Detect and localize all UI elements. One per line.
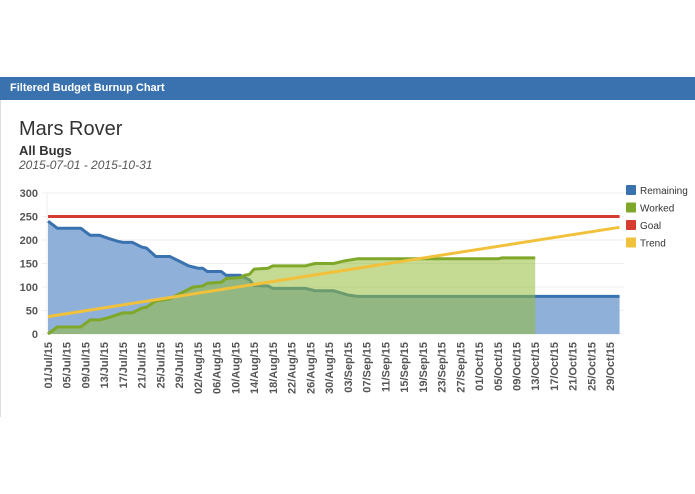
legend-swatch-worked	[626, 202, 636, 213]
chart-subtitle: All Bugs	[19, 143, 72, 158]
legend-label-trend: Trend	[640, 239, 666, 250]
x-tick-label: 15/Sep/15	[399, 342, 411, 393]
x-tick-label: 05/Oct/15	[493, 342, 505, 391]
x-tick-label: 11/Sep/15	[380, 342, 392, 392]
x-tick-label: 17/Jul/15	[118, 342, 130, 388]
x-tick-label: 03/Sep/15	[343, 342, 355, 393]
x-tick-label: 14/Aug/15	[249, 342, 261, 394]
x-tick-label: 10/Aug/15	[230, 342, 242, 394]
x-tick-label: 22/Aug/15	[287, 342, 299, 394]
y-tick-label: 0	[32, 329, 38, 341]
x-tick-label: 05/Jul/15	[62, 342, 74, 388]
x-tick-label: 13/Oct/15	[530, 342, 542, 391]
x-tick-label: 25/Jul/15	[155, 342, 167, 388]
legend-label-remaining: Remaining	[640, 186, 688, 197]
x-tick-label: 27/Sep/15	[455, 342, 467, 393]
worked-line	[47, 256, 536, 336]
x-tick-label: 09/Jul/15	[80, 342, 92, 388]
y-tick-label: 100	[20, 282, 38, 294]
x-tick-label: 26/Aug/15	[305, 342, 317, 394]
y-tick-label: 150	[20, 259, 38, 271]
y-tick-label: 200	[20, 235, 38, 247]
x-tick-label: 06/Aug/15	[212, 342, 224, 394]
x-tick-label: 25/Oct/15	[586, 342, 598, 391]
x-tick-label: 17/Oct/15	[549, 342, 561, 391]
x-tick-label: 07/Sep/15	[362, 342, 374, 393]
chart-title: Mars Rover	[19, 118, 123, 140]
date-range: 2015-07-01 - 2015-10-31	[19, 158, 153, 172]
legend-swatch-remaining	[626, 185, 636, 195]
worked-area	[48, 257, 536, 334]
chart-panel	[0, 77, 695, 417]
legend-label-worked: Worked	[640, 204, 674, 215]
x-tick-label: 19/Sep/15	[418, 342, 430, 393]
legend-label-goal: Goal	[640, 221, 661, 232]
x-tick-label: 21/Jul/15	[137, 342, 149, 388]
y-tick-label: 250	[20, 212, 38, 224]
x-tick-label: 30/Aug/15	[324, 342, 336, 394]
x-tick-label: 09/Oct/15	[512, 342, 524, 391]
x-tick-label: 23/Sep/15	[437, 342, 449, 393]
x-tick-label: 01/Oct/15	[474, 342, 486, 391]
x-tick-label: 29/Oct/15	[605, 342, 617, 391]
legend-swatch-goal	[626, 220, 636, 230]
x-tick-label: 21/Oct/15	[568, 342, 580, 391]
x-tick-label: 29/Jul/15	[174, 342, 186, 388]
trend-line	[47, 225, 620, 319]
y-tick-label: 300	[20, 188, 38, 200]
y-tick-label: 50	[26, 306, 38, 318]
x-tick-label: 02/Aug/15	[193, 342, 205, 394]
x-tick-label: 13/Jul/15	[99, 342, 111, 388]
x-tick-label: 18/Aug/15	[268, 342, 280, 394]
panel-header: Filtered Budget Burnup Chart	[0, 77, 695, 100]
legend-swatch-trend	[626, 237, 636, 248]
x-tick-label: 01/Jul/15	[43, 342, 55, 388]
